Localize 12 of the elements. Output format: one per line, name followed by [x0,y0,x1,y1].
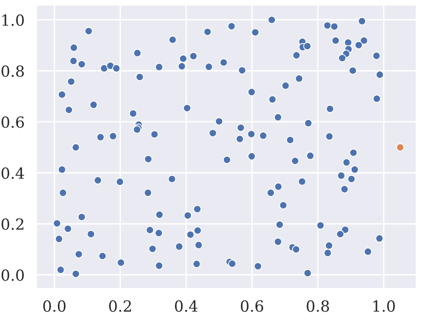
y-tick-label: 0.6 [2,116,24,128]
y-tick-label: 0.2 [2,218,24,230]
x-tick-label: 1.0 [373,300,395,312]
y-tick-label: 0.8 [2,65,24,77]
y-tick-label: 0.4 [2,167,24,179]
x-tick-label: 0.8 [306,300,329,312]
y-tick-label: 0.0 [2,269,24,281]
x-tick-label: 0.6 [240,300,264,312]
x-tick-label: 0.4 [174,300,198,312]
y-tick-label: 1.0 [2,14,24,26]
x-tick-label: 0.0 [43,300,66,312]
x-tick-label: 0.2 [109,300,131,312]
